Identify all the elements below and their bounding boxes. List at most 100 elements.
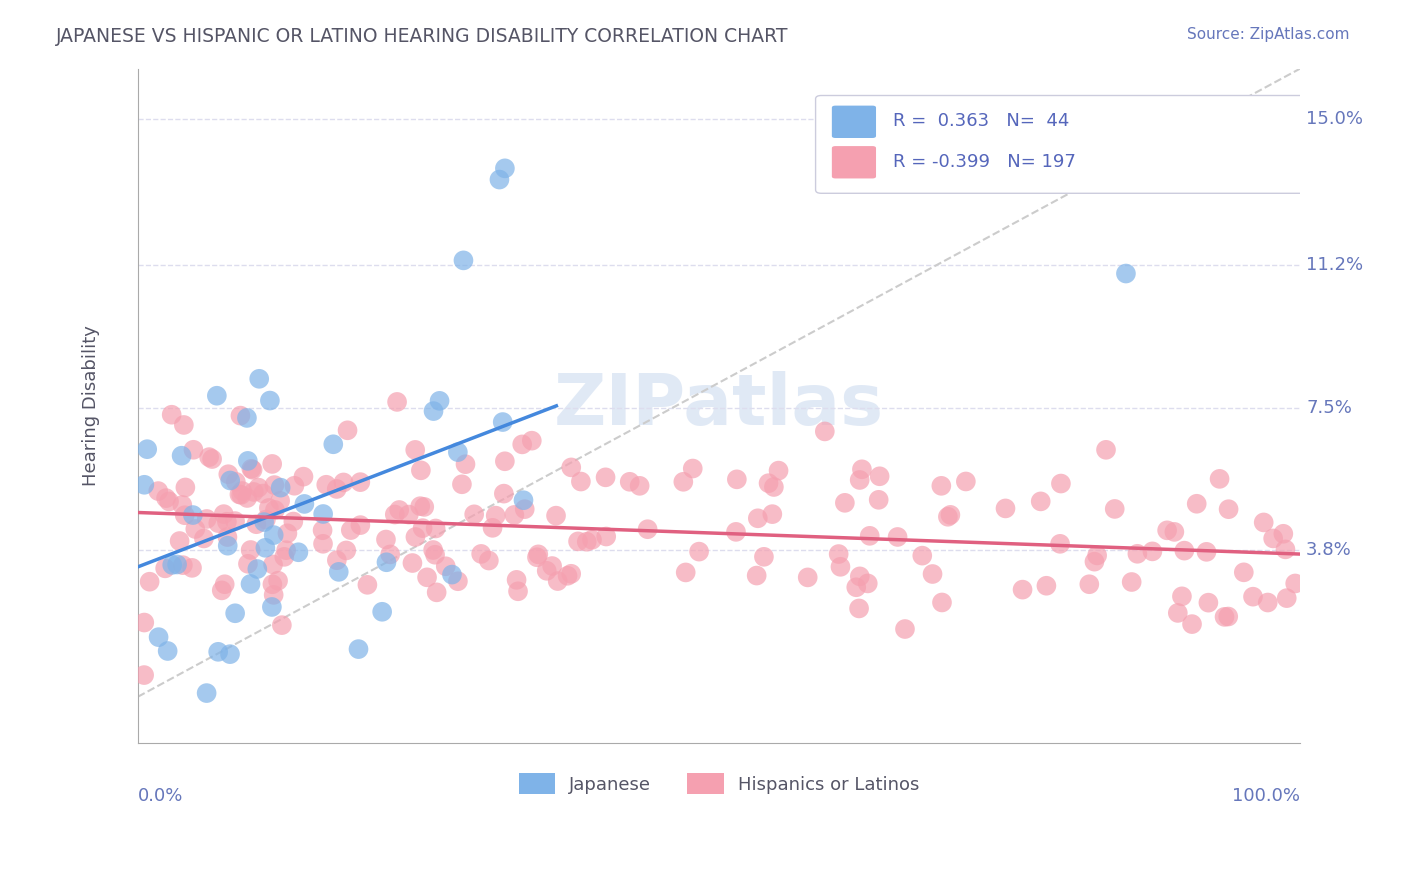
Point [263, 528, 285, 542]
Point [1197, 596, 1219, 610]
Point [1257, 595, 1279, 609]
Point [1121, 574, 1143, 589]
Point [254, 512, 277, 526]
Point [1233, 566, 1256, 580]
Point [454, 457, 477, 471]
Point [134, 668, 156, 682]
Point [172, 558, 194, 573]
Point [423, 548, 446, 562]
Text: 15.0%: 15.0% [1306, 110, 1364, 128]
Point [326, 553, 349, 567]
Point [451, 477, 474, 491]
Point [198, 450, 221, 464]
Point [325, 482, 347, 496]
Point [224, 607, 246, 621]
Point [1083, 555, 1105, 569]
Point [259, 393, 281, 408]
Point [868, 492, 890, 507]
Text: 3.8%: 3.8% [1306, 541, 1351, 559]
Point [270, 618, 292, 632]
Point [240, 462, 263, 476]
Point [312, 537, 335, 551]
Point [205, 389, 228, 403]
Point [263, 478, 285, 492]
Point [229, 409, 252, 423]
Point [768, 464, 790, 478]
Point [283, 515, 305, 529]
Point [134, 615, 156, 630]
Legend: Japanese, Hispanics or Latinos: Japanese, Hispanics or Latinos [512, 766, 927, 801]
Point [845, 580, 868, 594]
Point [1085, 549, 1108, 563]
Point [1173, 543, 1195, 558]
Text: JAPANESE VS HISPANIC OR LATINO HEARING DISABILITY CORRELATION CHART: JAPANESE VS HISPANIC OR LATINO HEARING D… [56, 27, 789, 45]
Point [253, 515, 276, 529]
Point [1272, 526, 1295, 541]
Point [547, 574, 569, 588]
Point [173, 508, 195, 523]
Point [183, 442, 205, 457]
Point [340, 523, 363, 537]
Point [224, 514, 246, 528]
Point [401, 556, 423, 570]
Point [1167, 606, 1189, 620]
Point [134, 477, 156, 491]
Point [851, 462, 873, 476]
Point [747, 511, 769, 525]
Point [385, 395, 408, 409]
Point [262, 558, 284, 572]
Point [869, 469, 891, 483]
Point [595, 470, 617, 484]
Point [404, 442, 426, 457]
Point [169, 534, 191, 549]
Point [1142, 544, 1164, 558]
Point [505, 573, 527, 587]
Point [886, 530, 908, 544]
Point [560, 566, 582, 581]
Text: R =  0.363   N=  44: R = 0.363 N= 44 [893, 112, 1070, 130]
Point [174, 480, 197, 494]
Point [347, 642, 370, 657]
Point [1171, 590, 1194, 604]
Point [228, 487, 250, 501]
Point [263, 588, 285, 602]
Point [478, 553, 501, 567]
Point [371, 605, 394, 619]
Point [412, 521, 434, 535]
Point [239, 543, 262, 558]
FancyBboxPatch shape [832, 146, 876, 178]
Text: Source: ZipAtlas.com: Source: ZipAtlas.com [1187, 27, 1350, 42]
Point [264, 503, 287, 517]
Point [292, 469, 315, 483]
Point [398, 508, 420, 522]
Text: 100.0%: 100.0% [1232, 787, 1301, 805]
Text: Hearing Disability: Hearing Disability [83, 326, 100, 486]
Point [1029, 494, 1052, 508]
Point [494, 454, 516, 468]
Point [416, 570, 439, 584]
Text: ZIPatlas: ZIPatlas [554, 371, 884, 441]
Point [595, 529, 617, 543]
Point [254, 541, 277, 555]
Point [725, 472, 748, 486]
Point [211, 583, 233, 598]
Point [541, 559, 564, 574]
FancyBboxPatch shape [815, 95, 1309, 194]
Point [219, 647, 242, 661]
Point [994, 501, 1017, 516]
Point [236, 557, 259, 571]
Point [557, 568, 579, 582]
Point [1263, 532, 1285, 546]
Point [492, 486, 515, 500]
Point [675, 566, 697, 580]
Point [148, 630, 170, 644]
Point [849, 569, 872, 583]
Point [195, 512, 218, 526]
Point [1078, 577, 1101, 591]
Point [292, 497, 315, 511]
Point [336, 423, 359, 437]
Point [315, 477, 337, 491]
Point [260, 599, 283, 614]
Point [409, 499, 432, 513]
Point [814, 425, 837, 439]
